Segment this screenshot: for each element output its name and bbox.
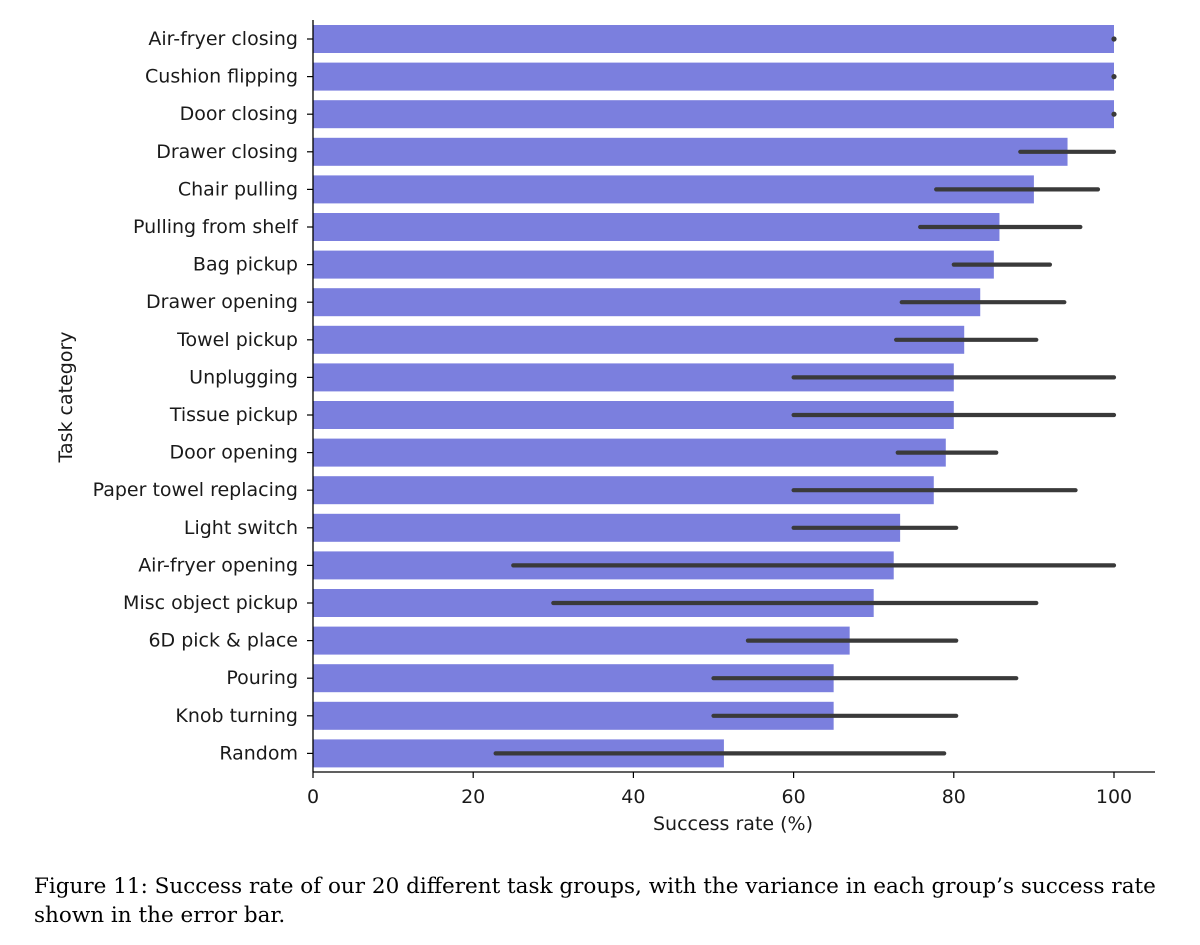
y-tick-label: Door closing <box>180 103 298 125</box>
y-tick-label: Pouring <box>226 667 298 689</box>
bar <box>313 137 1068 166</box>
y-tick-label: 6D pick & place <box>148 630 298 652</box>
y-tick-label: Drawer opening <box>146 291 298 313</box>
y-tick-label: Chair pulling <box>178 178 298 200</box>
y-tick-label: Towel pickup <box>176 329 298 351</box>
error-bars-layer <box>493 36 1117 756</box>
y-tick-label: Air-fryer closing <box>148 28 298 50</box>
y-tick-labels: Air-fryer closing Cushion flipping Door cl… <box>93 28 313 764</box>
y-tick-label: Cushion flipping <box>145 66 298 88</box>
y-tick-label: Paper towel replacing <box>93 479 298 501</box>
y-tick-label: Unplugging <box>189 366 298 388</box>
x-axis-title: Success rate (%) <box>653 813 813 835</box>
y-tick-label: Random <box>219 742 298 764</box>
error-bar <box>1111 111 1117 117</box>
bar <box>313 250 994 279</box>
bar <box>313 288 981 317</box>
x-tick-label: 80 <box>942 786 966 808</box>
x-tick-label: 60 <box>782 786 806 808</box>
bars-layer <box>313 25 1114 768</box>
x-tick-label: 100 <box>1096 786 1132 808</box>
y-tick-label: Pulling from shelf <box>133 216 299 238</box>
bar <box>313 100 1114 129</box>
y-tick-label: Tissue pickup <box>169 404 298 426</box>
y-tick-label: Knob turning <box>175 705 298 727</box>
x-ticks: 0 20 40 60 80 100 <box>307 772 1132 808</box>
bar <box>313 213 1000 241</box>
y-tick-label: Light switch <box>184 517 298 539</box>
y-tick-label: Air-fryer opening <box>138 554 298 576</box>
x-tick-label: 0 <box>307 786 319 808</box>
bar <box>313 25 1114 53</box>
y-tick-label: Misc object pickup <box>123 592 298 614</box>
y-tick-label: Door opening <box>169 442 298 464</box>
bar <box>313 325 965 354</box>
y-axis-title: Task category <box>55 331 77 463</box>
error-bar <box>1111 36 1117 42</box>
bar <box>313 62 1114 91</box>
chart-area: Air-fryer closing Cushion flipping Door cl… <box>55 20 1155 835</box>
bar <box>313 175 1034 204</box>
y-tick-label: Drawer closing <box>156 141 298 163</box>
x-tick-label: 40 <box>621 786 645 808</box>
bar <box>313 438 946 467</box>
bar-chart: Air-fryer closing Cushion flipping Door cl… <box>55 20 1155 835</box>
error-bar <box>1111 74 1117 80</box>
x-tick-label: 20 <box>461 786 485 808</box>
figure-caption: Figure 11: Success rate of our 20 differ… <box>34 874 1156 928</box>
y-tick-label: Bag pickup <box>193 254 298 276</box>
